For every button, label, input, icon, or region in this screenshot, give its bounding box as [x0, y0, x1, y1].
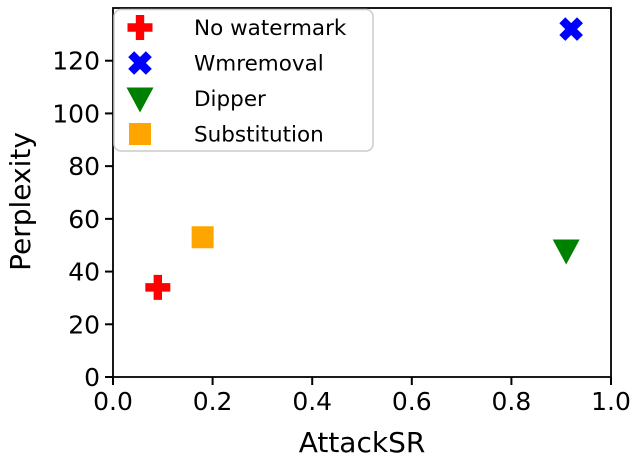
data-point-no-watermark: [145, 274, 171, 300]
x-axis-tick-label: 1.0: [591, 387, 631, 416]
y-axis-tick-label: 0: [84, 363, 100, 392]
legend-label-wmremoval: Wmremoval: [194, 52, 324, 77]
legend-swatch-wmremoval: [128, 51, 152, 75]
y-axis-tick-label: 100: [52, 99, 100, 128]
legend-box: [113, 8, 374, 152]
y-axis-tick-label: 40: [68, 258, 100, 287]
legend-swatch-no-watermark: [127, 15, 153, 40]
legend-swatch-substitution: [129, 123, 151, 145]
legend-label-no-watermark: No watermark: [194, 16, 347, 41]
x-axis-tick-label: 0.8: [492, 387, 532, 416]
x-axis-tick-label: 0.6: [392, 387, 432, 416]
x-axis-tick-label: 0.0: [93, 387, 133, 416]
y-axis-tick-label: 20: [68, 310, 100, 339]
legend-label-dipper: Dipper: [194, 87, 266, 112]
y-axis-tick-label: 60: [68, 205, 100, 234]
y-axis-tick-label: 80: [68, 152, 100, 181]
y-axis-tick-label: 120: [52, 47, 100, 76]
x-axis-tick-label: 0.4: [292, 387, 332, 416]
legend-label-substitution: Substitution: [194, 123, 324, 148]
data-point-wmremoval: [559, 17, 583, 41]
data-point-substitution: [191, 226, 214, 249]
data-point-dipper: [552, 239, 580, 265]
y-axis-title: Perplexity: [4, 132, 37, 271]
plot-border: [112, 7, 612, 378]
x-axis-tick-label: 0.2: [193, 387, 233, 416]
x-axis-title: AttackSR: [299, 426, 426, 459]
legend-swatch-dipper: [126, 87, 154, 113]
